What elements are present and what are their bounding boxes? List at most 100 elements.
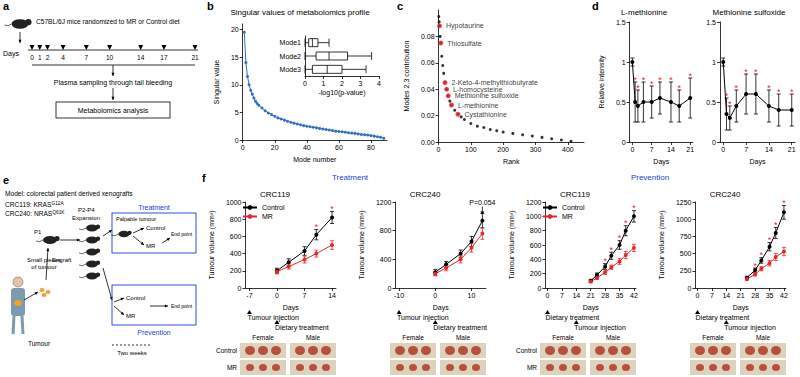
svg-text:Control: Control bbox=[262, 204, 285, 211]
svg-text:0: 0 bbox=[303, 80, 307, 87]
svg-text:14: 14 bbox=[667, 146, 675, 153]
svg-text:*: * bbox=[677, 83, 681, 93]
svg-text:a: a bbox=[3, 0, 10, 12]
svg-text:300: 300 bbox=[530, 146, 542, 153]
svg-text:400: 400 bbox=[380, 256, 392, 263]
svg-text:*: * bbox=[767, 83, 771, 93]
svg-text:Expansion: Expansion bbox=[72, 215, 100, 221]
svg-text:35: 35 bbox=[616, 292, 624, 299]
svg-text:Mode2: Mode2 bbox=[280, 53, 302, 60]
svg-text:14: 14 bbox=[722, 292, 730, 299]
svg-text:Thiosulfate: Thiosulfate bbox=[447, 40, 481, 47]
svg-text:*: * bbox=[610, 245, 614, 255]
svg-text:CRC240: CRC240 bbox=[710, 190, 741, 199]
svg-text:CRC240: NRASQ61K: CRC240: NRASQ61K bbox=[5, 210, 65, 218]
svg-text:P=0.054: P=0.054 bbox=[469, 199, 495, 206]
svg-text:4: 4 bbox=[61, 54, 65, 61]
svg-text:28: 28 bbox=[751, 292, 759, 299]
svg-text:14: 14 bbox=[137, 54, 145, 61]
svg-text:Days: Days bbox=[3, 50, 19, 58]
svg-text:3: 3 bbox=[359, 80, 363, 87]
svg-text:200: 200 bbox=[497, 146, 509, 153]
svg-text:14: 14 bbox=[328, 292, 336, 299]
svg-text:7: 7 bbox=[744, 146, 748, 153]
svg-text:0: 0 bbox=[275, 292, 279, 299]
svg-text:*: * bbox=[688, 71, 692, 81]
svg-text:L-methionine: L-methionine bbox=[621, 8, 668, 17]
svg-text:CRC119: CRC119 bbox=[260, 190, 291, 199]
svg-text:17: 17 bbox=[160, 54, 168, 61]
svg-text:*: * bbox=[315, 222, 319, 232]
svg-text:0: 0 bbox=[622, 139, 626, 146]
svg-text:600: 600 bbox=[530, 242, 542, 249]
svg-text:Control: Control bbox=[126, 295, 145, 301]
svg-text:100: 100 bbox=[465, 146, 477, 153]
svg-text:of tumour: of tumour bbox=[31, 264, 56, 270]
svg-text:*: * bbox=[650, 79, 654, 89]
svg-text:*: * bbox=[760, 250, 764, 260]
svg-text:Dietary treatment: Dietary treatment bbox=[696, 314, 750, 322]
svg-text:7: 7 bbox=[710, 292, 714, 299]
svg-text:Male: Male bbox=[306, 334, 320, 341]
svg-text:0: 0 bbox=[688, 285, 692, 292]
svg-text:10: 10 bbox=[468, 292, 476, 299]
svg-text:Relative intensity: Relative intensity bbox=[598, 55, 606, 108]
svg-text:Male: Male bbox=[606, 334, 620, 341]
svg-text:End point: End point bbox=[171, 303, 193, 309]
svg-text:2: 2 bbox=[340, 80, 344, 87]
svg-text:0.06: 0.06 bbox=[421, 59, 435, 66]
svg-text:20: 20 bbox=[271, 144, 279, 151]
svg-text:*: * bbox=[728, 99, 732, 109]
svg-text:21: 21 bbox=[788, 146, 796, 153]
svg-text:0.04: 0.04 bbox=[421, 86, 435, 93]
svg-text:CRC119: KRASG12A: CRC119: KRASG12A bbox=[5, 201, 64, 209]
svg-text:Tumour injection: Tumour injection bbox=[724, 324, 776, 332]
svg-text:Prevention: Prevention bbox=[631, 173, 669, 182]
svg-text:Control: Control bbox=[216, 347, 238, 354]
svg-text:*: * bbox=[636, 83, 640, 93]
svg-text:1: 1 bbox=[712, 59, 716, 66]
svg-text:Methionine sulfoxide: Methionine sulfoxide bbox=[713, 8, 786, 17]
svg-text:Tumour injection: Tumour injection bbox=[247, 314, 299, 322]
svg-text:Female: Female bbox=[552, 334, 574, 341]
svg-text:CRC119: CRC119 bbox=[560, 190, 591, 199]
svg-text:400: 400 bbox=[562, 146, 574, 153]
svg-text:1: 1 bbox=[322, 80, 326, 87]
svg-text:Days: Days bbox=[653, 158, 669, 166]
svg-text:10: 10 bbox=[231, 81, 239, 88]
svg-text:Days: Days bbox=[583, 304, 599, 312]
svg-text:Tumour volume (mm³): Tumour volume (mm³) bbox=[508, 211, 516, 280]
svg-text:7: 7 bbox=[650, 146, 654, 153]
svg-text:Control: Control bbox=[562, 204, 585, 211]
svg-text:C57BL/6J mice randomized to MR: C57BL/6J mice randomized to MR or Contro… bbox=[36, 18, 180, 25]
svg-text:0: 0 bbox=[433, 292, 437, 299]
svg-text:MR: MR bbox=[146, 243, 156, 249]
svg-text:-10: -10 bbox=[394, 292, 404, 299]
svg-text:P2-P4: P2-P4 bbox=[78, 207, 95, 213]
svg-text:14: 14 bbox=[572, 292, 580, 299]
svg-text:0.08: 0.08 bbox=[421, 33, 435, 40]
svg-text:Dietary treatment: Dietary treatment bbox=[275, 324, 329, 332]
svg-text:-log10(p-value): -log10(p-value) bbox=[318, 89, 365, 97]
svg-text:Rank: Rank bbox=[503, 158, 520, 165]
svg-text:1: 1 bbox=[622, 59, 626, 66]
svg-text:80: 80 bbox=[367, 144, 375, 151]
svg-text:0: 0 bbox=[630, 146, 634, 153]
svg-text:*: * bbox=[777, 87, 781, 97]
svg-text:42: 42 bbox=[630, 292, 638, 299]
svg-text:Treatment: Treatment bbox=[332, 173, 369, 182]
svg-text:Control: Control bbox=[516, 347, 538, 354]
svg-text:0: 0 bbox=[241, 144, 245, 151]
svg-text:400: 400 bbox=[230, 250, 242, 257]
svg-text:Tumour injection: Tumour injection bbox=[397, 314, 449, 322]
svg-text:Metabolomics analysis: Metabolomics analysis bbox=[78, 107, 149, 115]
svg-text:800: 800 bbox=[530, 227, 542, 234]
svg-text:Tumour volume (mm³): Tumour volume (mm³) bbox=[208, 211, 216, 280]
svg-text:Days: Days bbox=[733, 304, 749, 312]
svg-text:Days: Days bbox=[433, 304, 449, 312]
svg-text:1000: 1000 bbox=[226, 199, 242, 206]
svg-text:0.5: 0.5 bbox=[706, 99, 716, 106]
svg-text:7: 7 bbox=[85, 54, 89, 61]
svg-text:5: 5 bbox=[235, 109, 239, 116]
svg-text:*: * bbox=[618, 233, 622, 243]
